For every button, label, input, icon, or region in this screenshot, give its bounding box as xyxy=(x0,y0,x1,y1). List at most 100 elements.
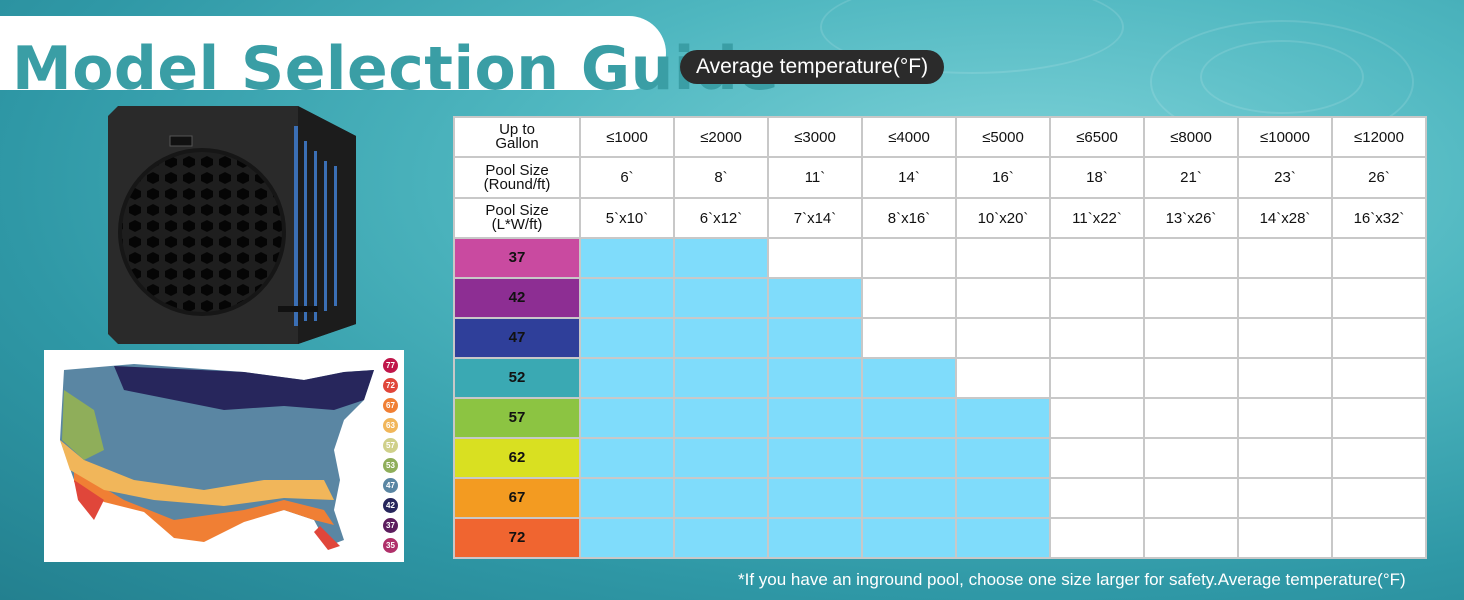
recommended-cell xyxy=(767,277,863,319)
table-cell: 10`x20` xyxy=(955,197,1051,239)
recommended-cell xyxy=(767,517,863,559)
recommended-cell xyxy=(861,437,957,479)
temperature-label: 47 xyxy=(453,317,581,359)
empty-cell xyxy=(1143,477,1239,519)
recommended-cell xyxy=(673,477,769,519)
table-cell: 5`x10` xyxy=(579,197,675,239)
legend-marker: 67 xyxy=(383,398,398,413)
recommended-cell xyxy=(579,357,675,399)
empty-cell xyxy=(1237,517,1333,559)
table-cell: 11`x22` xyxy=(1049,197,1145,239)
header-row: Up to Gallon ≤1000 ≤2000 ≤3000 ≤4000 ≤5000 ≤650… xyxy=(453,116,1427,158)
recommended-cell xyxy=(861,357,957,399)
empty-cell xyxy=(1143,237,1239,279)
empty-cell xyxy=(1049,397,1145,439)
empty-cell xyxy=(1049,317,1145,359)
legend-marker: 42 xyxy=(383,498,398,513)
temperature-label: 57 xyxy=(453,397,581,439)
recommended-cell xyxy=(861,517,957,559)
empty-cell xyxy=(1331,317,1427,359)
page-title: Model Selection Guide xyxy=(12,34,780,104)
recommended-cell xyxy=(861,397,957,439)
empty-cell xyxy=(1143,517,1239,559)
empty-cell xyxy=(1143,437,1239,479)
row-label-line2: (Round/ft) xyxy=(483,175,551,193)
recommended-cell xyxy=(673,517,769,559)
footnote: *If you have an inground pool, choose on… xyxy=(738,570,1406,589)
recommended-cell xyxy=(579,317,675,359)
recommended-cell xyxy=(955,397,1051,439)
table-cell: 14` xyxy=(861,156,957,199)
table-cell: ≤3000 xyxy=(767,116,863,158)
empty-cell xyxy=(1237,317,1333,359)
table-cell: 23` xyxy=(1237,156,1333,199)
temperature-label: 67 xyxy=(453,477,581,519)
table-cell: 7`x14` xyxy=(767,197,863,239)
row-label: Up to Gallon xyxy=(453,116,581,158)
us-map-illustration xyxy=(60,364,374,550)
table-cell: 13`x26` xyxy=(1143,197,1239,239)
recommended-cell xyxy=(955,517,1051,559)
table-cell: ≤4000 xyxy=(861,116,957,158)
recommended-cell xyxy=(767,397,863,439)
empty-cell xyxy=(1331,277,1427,319)
legend-marker: 63 xyxy=(383,418,398,433)
recommended-cell xyxy=(673,277,769,319)
title-banner: Model Selection Guide xyxy=(0,16,779,104)
table-cell: 16`x32` xyxy=(1331,197,1427,239)
empty-cell xyxy=(1049,477,1145,519)
heat-pump-image xyxy=(108,106,356,344)
legend-marker: 72 xyxy=(383,378,398,393)
recommended-cell xyxy=(767,357,863,399)
table-cell: 6` xyxy=(579,156,675,199)
recommended-cell xyxy=(673,357,769,399)
recommended-cell xyxy=(579,237,675,279)
empty-cell xyxy=(1143,277,1239,319)
temperature-badge: Average temperature(°F) xyxy=(680,50,945,84)
empty-cell xyxy=(861,237,957,279)
empty-cell xyxy=(1143,317,1239,359)
table-cell: 14`x28` xyxy=(1237,197,1333,239)
temperature-label: 42 xyxy=(453,277,581,319)
legend-marker: 47 xyxy=(383,478,398,493)
empty-cell xyxy=(1237,357,1333,399)
empty-cell xyxy=(1237,237,1333,279)
recommended-cell xyxy=(579,517,675,559)
recommended-cell xyxy=(579,437,675,479)
recommended-cell xyxy=(673,237,769,279)
empty-cell xyxy=(1049,237,1145,279)
empty-cell xyxy=(1331,357,1427,399)
recommended-cell xyxy=(955,477,1051,519)
empty-cell xyxy=(955,237,1051,279)
legend-marker: 77 xyxy=(383,358,398,373)
table-cell: 6`x12` xyxy=(673,197,769,239)
empty-cell xyxy=(1331,437,1427,479)
temperature-label: 52 xyxy=(453,357,581,399)
temperature-label: 72 xyxy=(453,517,581,559)
row-label-line2: (L*W/ft) xyxy=(491,216,543,233)
table-cell: ≤8000 xyxy=(1143,116,1239,158)
table-cell: ≤1000 xyxy=(579,116,675,158)
table-cell: 11` xyxy=(767,156,863,199)
row-label-line1: Pool Size xyxy=(485,161,549,179)
legend-marker: 53 xyxy=(383,458,398,473)
temperature-row: 67 xyxy=(453,477,1427,519)
header-row: Pool Size (Round/ft) 6` 8` 11` 14` 16` 18` 21` 23… xyxy=(453,156,1427,199)
row-label: Pool Size (L*W/ft) xyxy=(453,197,581,239)
temperature-row: 37 xyxy=(453,237,1427,279)
recommended-cell xyxy=(767,437,863,479)
table-cell: ≤10000 xyxy=(1237,116,1333,158)
empty-cell xyxy=(1331,517,1427,559)
water-ripple xyxy=(1200,40,1364,114)
row-label-line1: Pool Size xyxy=(485,202,549,219)
empty-cell xyxy=(1049,437,1145,479)
empty-cell xyxy=(1237,437,1333,479)
table-cell: ≤2000 xyxy=(673,116,769,158)
model-selection-table: Up to Gallon ≤1000 ≤2000 ≤3000 ≤4000 ≤5000 ≤650… xyxy=(453,116,1427,559)
empty-cell xyxy=(1143,397,1239,439)
table-cell: 8` xyxy=(673,156,769,199)
empty-cell xyxy=(955,317,1051,359)
row-label: Pool Size (Round/ft) xyxy=(453,156,581,199)
recommended-cell xyxy=(767,477,863,519)
temperature-row: 42 xyxy=(453,277,1427,319)
